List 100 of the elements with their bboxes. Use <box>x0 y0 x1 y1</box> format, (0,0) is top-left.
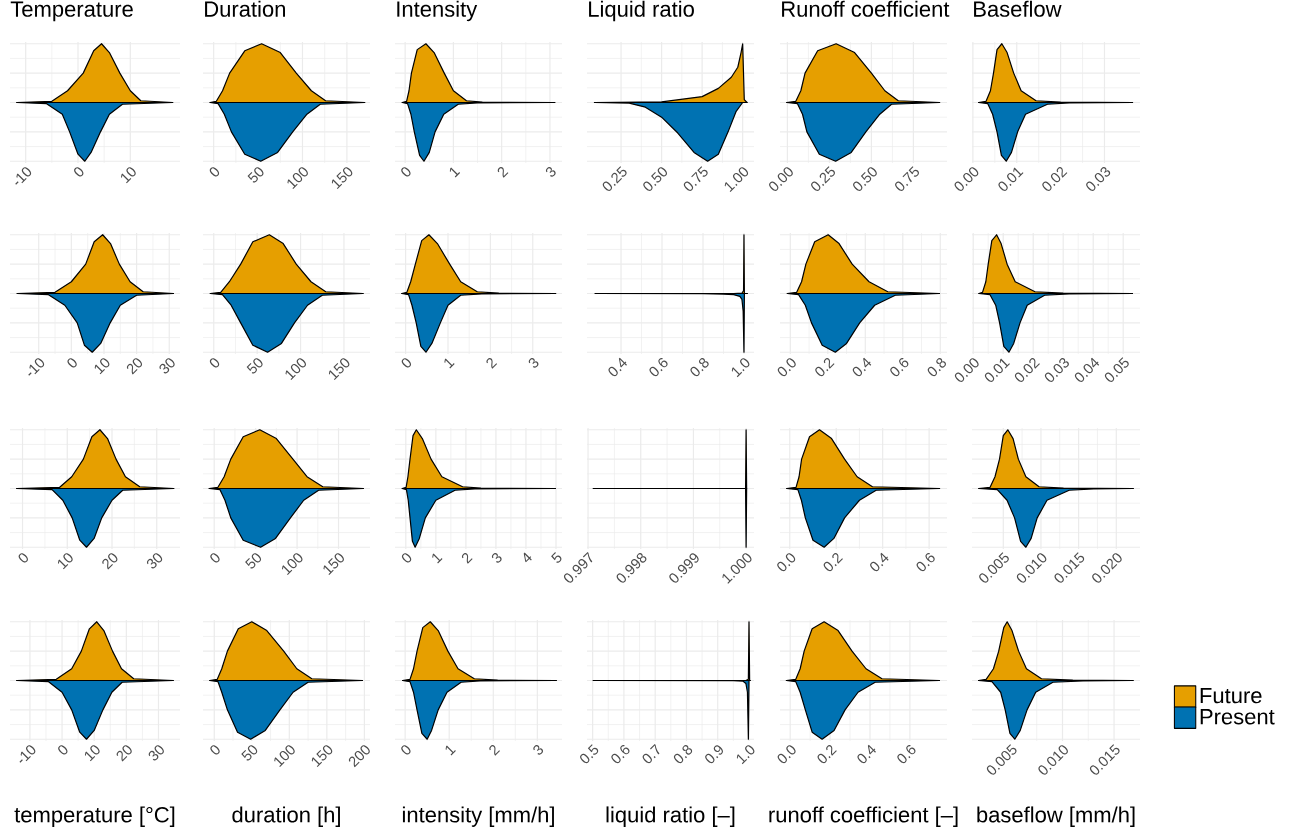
x-tick-label: 30 <box>148 745 164 761</box>
x-tick-label: 0.9 <box>705 745 723 764</box>
x-tick-label: 3 <box>533 745 544 755</box>
x-tick-label: 0.01 <box>998 167 1024 191</box>
x-tick-label: 0.7 <box>642 743 660 764</box>
x-tick-label: 0.0 <box>777 745 796 764</box>
x-tick-label: 0.00 <box>954 358 979 382</box>
x-tick-label: 2 <box>486 357 498 369</box>
x-tick-label: 0.01 <box>984 358 1010 382</box>
x-axis-title: duration [h] <box>232 806 340 827</box>
x-tick-label: 10 <box>84 745 100 762</box>
x-tick-label: 2 <box>461 552 473 564</box>
x-tick-label: 200 <box>348 745 370 768</box>
chart-title: Liquid ratio <box>589 0 694 22</box>
x-tick-label: 20 <box>102 553 118 570</box>
x-tick-label: 2 <box>497 166 509 178</box>
x-tick-label: -10 <box>28 358 45 376</box>
x-tick-label: 10 <box>94 358 110 375</box>
x-tick-label: 3 <box>545 167 556 177</box>
x-tick-label: 0.2 <box>817 744 837 764</box>
x-axis-title: temperature [°C] <box>14 806 175 827</box>
x-tick-label: 0 <box>401 553 412 563</box>
x-tick-label: 0.0 <box>777 358 796 377</box>
x-tick-label: 150 <box>331 167 353 190</box>
x-tick-label: 20 <box>126 358 143 375</box>
x-tick-label: 0.03 <box>1044 358 1069 382</box>
x-tick-label: 0.8 <box>927 358 946 377</box>
x-tick-label: 150 <box>323 553 344 576</box>
x-tick-label: 10 <box>121 167 136 184</box>
x-tick-label: 0.8 <box>673 745 693 764</box>
x-tick-label: 0 <box>74 167 84 177</box>
x-tick-label: 10 <box>57 553 73 570</box>
x-tick-label: 0 <box>67 358 77 368</box>
x-tick-label: 100 <box>274 745 295 768</box>
x-tick-label: 0.4 <box>608 357 627 377</box>
x-tick-label: 0.6 <box>890 357 909 377</box>
x-tick-label: 0.4 <box>870 552 889 572</box>
x-tick-label: 3 <box>491 553 502 563</box>
x-tick-label: 0.2 <box>823 552 843 572</box>
x-tick-label: 0.2 <box>815 357 835 377</box>
x-tick-label: 20 <box>116 745 132 762</box>
legend-label: Future <box>1200 687 1262 704</box>
x-tick-label: 0.6 <box>611 744 630 764</box>
x-tick-label: 0.50 <box>643 167 668 191</box>
x-tick-label: 100 <box>285 358 306 381</box>
x-axis-title: baseflow [mm/h] <box>977 806 1135 827</box>
x-tick-label: 100 <box>282 553 303 576</box>
x-tick-label: 0.00 <box>954 167 979 191</box>
x-tick-label: 50 <box>247 167 264 183</box>
x-tick-label: 0.04 <box>1074 357 1100 382</box>
chart-title: Duration <box>205 0 285 17</box>
x-tick-label: 0 <box>401 358 412 368</box>
x-tick-label: 0.03 <box>1086 167 1111 191</box>
x-tick-label: 0.5 <box>580 744 599 764</box>
x-axis-title: runoff coefficient [–] <box>769 806 958 827</box>
x-tick-label: 0.0 <box>777 553 796 572</box>
x-tick-label: 0 <box>210 553 220 563</box>
x-tick-label: 1 <box>444 358 455 369</box>
chart-title: Runoff coefficient <box>782 0 950 17</box>
x-tick-label: 0.02 <box>1042 166 1068 191</box>
x-tick-label: 0 <box>58 745 68 755</box>
x-tick-label: 3 <box>528 358 539 368</box>
x-tick-label: 0.4 <box>852 357 872 377</box>
x-tick-label: 4 <box>523 552 532 563</box>
x-tick-label: 5 <box>551 552 562 563</box>
x-tick-label: 50 <box>245 553 262 569</box>
legend-label: Present <box>1200 709 1275 725</box>
x-tick-label: 150 <box>311 745 333 768</box>
chart-title: Baseflow <box>974 0 1062 17</box>
x-tick-label: 0.4 <box>857 744 876 764</box>
x-tick-label: 0.02 <box>1014 357 1040 382</box>
x-tick-label: 1.0 <box>731 358 750 378</box>
x-tick-label: 0.50 <box>853 167 877 191</box>
x-tick-label: 50 <box>241 745 258 761</box>
x-tick-label: 1 <box>432 553 443 564</box>
x-tick-label: 100 <box>287 167 308 190</box>
x-tick-label: 0.6 <box>916 552 935 572</box>
x-tick-label: 2 <box>489 744 500 756</box>
chart-title: Intensity <box>397 0 478 22</box>
x-axis-title: intensity [mm/h] <box>402 806 554 827</box>
x-tick-label: 0 <box>209 167 220 177</box>
x-tick-label: 0.00 <box>769 167 793 191</box>
x-axis-title: liquid ratio [–] <box>606 806 735 827</box>
x-tick-label: -10 <box>15 167 32 185</box>
x-tick-label: 30 <box>159 358 175 374</box>
x-tick-label: 1.0 <box>736 745 755 765</box>
x-tick-label: 0.6 <box>649 357 668 377</box>
chart-title: Temperature <box>10 1 133 22</box>
x-tick-label: 0 <box>18 553 28 563</box>
x-tick-label: 0 <box>401 745 411 755</box>
x-tick-label: 1 <box>445 745 456 756</box>
x-tick-label: 0 <box>401 167 411 177</box>
x-tick-label: 1 <box>449 167 461 178</box>
x-tick-label: 30 <box>146 553 163 569</box>
x-tick-label: 0.6 <box>897 744 916 764</box>
x-tick-label: 0.8 <box>690 358 709 377</box>
x-tick-label: 0 <box>209 358 220 368</box>
x-tick-label: 150 <box>328 358 350 381</box>
x-tick-label: 50 <box>246 358 263 374</box>
x-tick-label: 0 <box>210 745 220 755</box>
